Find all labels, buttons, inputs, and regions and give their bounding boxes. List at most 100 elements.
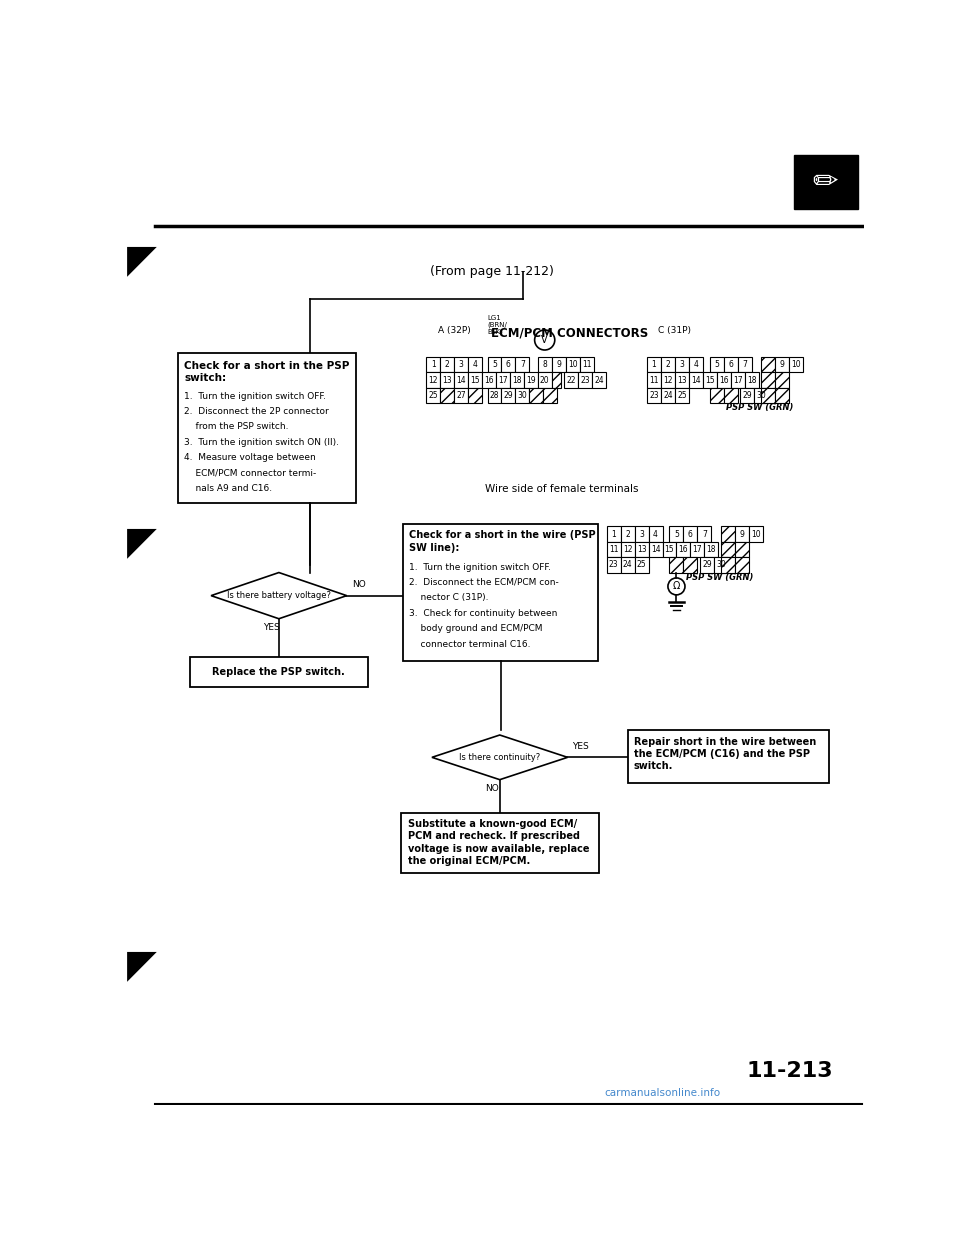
Text: 2: 2 [444,360,449,369]
Text: 13: 13 [677,375,686,385]
Bar [552,373,562,388]
Bar [749,527,763,542]
Text: 12: 12 [428,375,438,385]
Text: 13: 13 [443,375,452,385]
Text: 6: 6 [688,529,693,539]
Bar [675,356,689,373]
Bar [684,558,697,573]
Bar [677,542,690,558]
Text: NO: NO [485,784,499,792]
Text: ◤: ◤ [127,242,156,279]
Bar [761,373,776,388]
Text: (From page 11-212): (From page 11-212) [430,265,554,277]
Bar [454,388,468,404]
Text: 29: 29 [703,560,712,569]
Text: 17: 17 [498,375,508,385]
Bar [660,356,675,373]
Bar [635,527,649,542]
Bar [401,812,599,873]
Bar [675,373,689,388]
Bar [454,373,468,388]
Text: 30: 30 [756,391,766,400]
Text: from the PSP switch.: from the PSP switch. [184,422,289,431]
Bar [675,388,689,404]
Text: 14: 14 [651,545,660,554]
Text: 14: 14 [691,375,701,385]
Text: 16: 16 [719,375,729,385]
Text: 10: 10 [567,360,577,369]
Bar [607,558,621,573]
Bar [501,388,516,404]
Bar [426,356,440,373]
Text: 23: 23 [581,375,590,385]
Bar [578,373,592,388]
Bar [689,373,703,388]
Text: 2: 2 [625,529,630,539]
Bar [635,558,649,573]
Bar [724,388,737,404]
Bar [468,356,482,373]
Bar [468,388,482,404]
Bar [761,388,776,404]
Bar [501,356,516,373]
Bar [735,527,749,542]
Bar [705,542,718,558]
Bar [440,388,454,404]
Text: 6: 6 [729,360,733,369]
Bar [635,542,649,558]
Text: 15: 15 [705,375,714,385]
Text: PSP SW (GRN): PSP SW (GRN) [726,404,794,412]
Text: PSP SW (GRN): PSP SW (GRN) [685,573,754,581]
Bar [538,373,552,388]
Text: ◤: ◤ [127,523,156,560]
Bar [440,373,454,388]
Text: 11: 11 [609,545,618,554]
Bar [660,373,675,388]
Text: 7: 7 [702,529,707,539]
Text: carmanualsonline.info: carmanualsonline.info [605,1088,721,1098]
Polygon shape [211,573,347,619]
Text: C (31P): C (31P) [659,327,691,335]
Text: Ω: Ω [673,581,680,591]
Bar [426,373,440,388]
Text: 28: 28 [490,391,499,400]
Bar [482,373,496,388]
Text: 2.  Disconnect the ECM/PCM con-: 2. Disconnect the ECM/PCM con- [409,578,559,587]
Text: 6: 6 [506,360,511,369]
Bar [721,558,735,573]
Bar [761,356,776,373]
Bar [179,353,356,503]
Text: 25: 25 [677,391,686,400]
Bar [735,542,749,558]
Bar [721,542,735,558]
Text: 14: 14 [456,375,466,385]
Text: ◤: ◤ [127,946,156,984]
Bar [647,388,660,404]
Text: 1: 1 [612,529,616,539]
Text: 18: 18 [747,375,756,385]
Bar [564,373,578,388]
Text: 5: 5 [714,360,719,369]
Text: 17: 17 [692,545,702,554]
Text: 30: 30 [517,391,527,400]
Text: 7: 7 [742,360,747,369]
Text: 11-213: 11-213 [746,1061,833,1081]
Bar [565,356,580,373]
Text: 27: 27 [456,391,466,400]
Bar [735,558,749,573]
Text: 4: 4 [693,360,698,369]
Text: NO: NO [352,580,367,590]
Bar [669,527,684,542]
Text: 25: 25 [636,560,646,569]
Text: 16: 16 [679,545,688,554]
Bar [454,356,468,373]
Bar [709,356,724,373]
Text: 5: 5 [674,529,679,539]
Text: Repair short in the wire between
the ECM/PCM (C16) and the PSP
switch.: Repair short in the wire between the ECM… [634,737,816,771]
Bar [684,527,697,542]
Bar [717,373,731,388]
Text: Substitute a known-good ECM/
PCM and recheck. If prescribed
voltage is now avail: Substitute a known-good ECM/ PCM and rec… [408,818,589,866]
Text: 24: 24 [623,560,633,569]
Text: 16: 16 [484,375,493,385]
Bar [649,542,662,558]
